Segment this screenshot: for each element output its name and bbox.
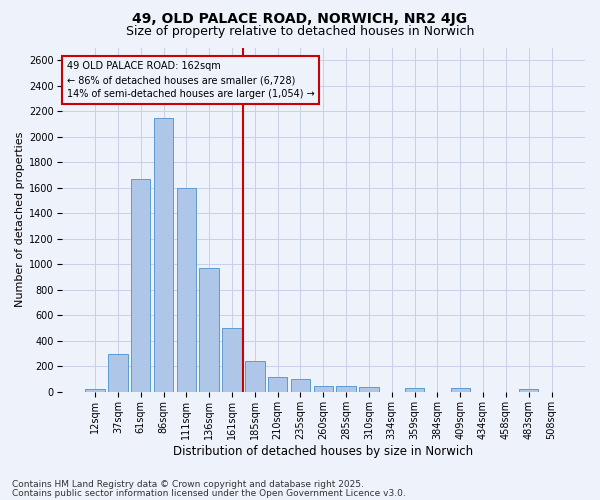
Text: 49, OLD PALACE ROAD, NORWICH, NR2 4JG: 49, OLD PALACE ROAD, NORWICH, NR2 4JG: [133, 12, 467, 26]
Bar: [85, 388, 105, 392]
Text: Contains public sector information licensed under the Open Government Licence v3: Contains public sector information licen…: [12, 488, 406, 498]
Bar: [359, 388, 379, 392]
Bar: [268, 376, 287, 392]
Text: Contains HM Land Registry data © Crown copyright and database right 2025.: Contains HM Land Registry data © Crown c…: [12, 480, 364, 489]
Text: Size of property relative to detached houses in Norwich: Size of property relative to detached ho…: [126, 25, 474, 38]
Bar: [405, 388, 424, 392]
Bar: [176, 188, 196, 392]
Y-axis label: Number of detached properties: Number of detached properties: [15, 132, 25, 308]
Bar: [199, 268, 219, 392]
Bar: [519, 390, 538, 392]
Bar: [154, 118, 173, 392]
Bar: [131, 179, 151, 392]
Bar: [314, 386, 333, 392]
Bar: [451, 388, 470, 392]
Bar: [108, 354, 128, 392]
Bar: [245, 360, 265, 392]
Bar: [337, 386, 356, 392]
Bar: [222, 328, 242, 392]
Text: 49 OLD PALACE ROAD: 162sqm
← 86% of detached houses are smaller (6,728)
14% of s: 49 OLD PALACE ROAD: 162sqm ← 86% of deta…: [67, 62, 314, 100]
Bar: [291, 379, 310, 392]
X-axis label: Distribution of detached houses by size in Norwich: Distribution of detached houses by size …: [173, 444, 473, 458]
